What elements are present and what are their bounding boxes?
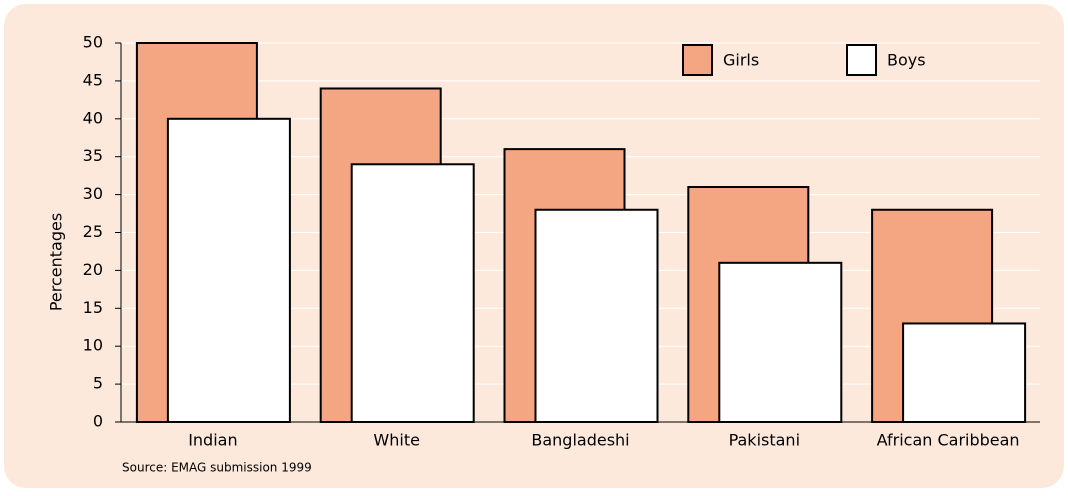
y-tick-label: 5 (93, 374, 103, 393)
x-tick-label: Indian (188, 431, 237, 450)
legend-swatch (682, 44, 713, 76)
y-tick-label: 45 (83, 70, 103, 89)
x-tick-label: White (373, 431, 420, 450)
y-tick-label: 20 (83, 260, 103, 279)
legend-label: Boys (887, 51, 926, 70)
y-axis-label: Percentages (47, 213, 66, 311)
y-tick-label: 25 (83, 222, 103, 241)
y-tick-label: 50 (83, 33, 103, 52)
source: Source: EMAG submission 1999 (122, 461, 312, 475)
legend-label: Girls (723, 51, 759, 70)
bar (902, 322, 1027, 423)
y-tick-label: 15 (83, 298, 103, 317)
y-tick-label: 35 (83, 146, 103, 165)
x-tick-label: Bangladeshi (531, 431, 629, 450)
y-tick-label: 40 (83, 108, 103, 127)
bar (350, 163, 475, 423)
y-tick-label: 0 (93, 412, 103, 431)
bar (718, 261, 843, 423)
x-tick-label: African Caribbean (877, 431, 1020, 450)
y-tick-label: 10 (83, 336, 103, 355)
bar (166, 117, 291, 424)
legend-swatch (846, 44, 877, 76)
y-tick-label: 30 (83, 184, 103, 203)
x-tick-label: Pakistani (729, 431, 800, 450)
bar (534, 208, 659, 423)
